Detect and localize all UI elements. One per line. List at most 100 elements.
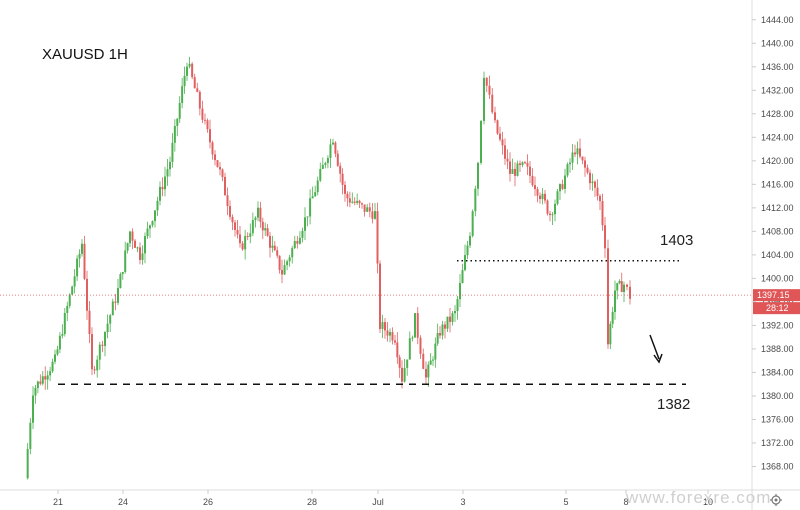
candle-body <box>68 294 71 306</box>
countdown-label: 28:12 <box>766 303 789 313</box>
candle-body <box>616 283 619 291</box>
candle-body <box>178 103 181 119</box>
candle-body <box>569 162 571 165</box>
candle-body <box>26 448 29 479</box>
candle-body <box>156 200 159 211</box>
candle-body <box>139 247 141 260</box>
candle-body <box>366 207 369 212</box>
candle-body <box>574 152 576 155</box>
candle-body <box>214 154 216 161</box>
candle-body <box>326 158 329 164</box>
candle-body <box>491 94 494 113</box>
arrow-down-right-icon[interactable] <box>649 334 663 364</box>
candle-body <box>459 282 461 300</box>
candle-body <box>344 184 346 194</box>
candle-body <box>311 196 314 199</box>
candle-body <box>506 158 509 162</box>
candle-body <box>36 381 39 388</box>
candle-body <box>161 186 164 190</box>
candle-body <box>278 255 281 270</box>
candle-body <box>461 270 464 283</box>
candle-body <box>231 216 234 223</box>
candle-body <box>599 196 601 202</box>
time-tick-label: 8 <box>623 497 628 507</box>
candle-body <box>419 337 422 354</box>
candle-body <box>471 211 474 236</box>
candle-body <box>336 153 339 166</box>
candle-body <box>363 204 366 212</box>
candle-body <box>446 316 449 329</box>
chart-title: XAUUSD 1H <box>42 46 128 63</box>
candle-body <box>346 193 349 199</box>
price-axis[interactable]: 1368.00 1372.00 1376.00 1380.00 1384.00 1388.… <box>752 15 794 472</box>
candle-body <box>196 88 199 92</box>
candle-body <box>584 160 586 168</box>
candle-body <box>549 213 551 216</box>
candle-body <box>524 162 526 164</box>
candle-body <box>581 156 584 161</box>
candle-body <box>454 311 456 314</box>
candle-body <box>273 245 276 251</box>
candle-body <box>251 220 254 234</box>
candle-body <box>286 261 289 266</box>
candle-body <box>604 225 606 249</box>
candle-body <box>474 188 477 212</box>
candle-body <box>44 376 47 380</box>
candle-body <box>98 344 101 360</box>
gear-icon[interactable] <box>770 494 782 506</box>
candle-body <box>464 255 466 271</box>
candle-body <box>206 120 209 130</box>
candle-body <box>609 323 612 345</box>
candle-body <box>351 201 354 203</box>
candle-body <box>73 276 76 287</box>
candle-body <box>436 333 439 344</box>
candle-body <box>221 169 224 177</box>
candle-body <box>246 236 249 238</box>
candle-body <box>591 181 594 184</box>
candle-body <box>469 235 471 246</box>
candle-body <box>209 129 211 143</box>
time-axis[interactable]: 21 24 26 28 Jul 3 5 8 10 <box>53 490 713 507</box>
candle-body <box>356 200 359 203</box>
candle-body <box>511 168 514 174</box>
candle-body <box>623 284 625 293</box>
candle-body <box>29 422 32 449</box>
time-tick-label: 24 <box>118 497 128 507</box>
candle-body <box>534 185 536 190</box>
candle-body <box>441 324 444 336</box>
price-tick-label: 1408.00 <box>761 226 794 236</box>
candle-body <box>126 243 129 251</box>
candle-body <box>618 281 621 284</box>
time-tick-label: 21 <box>53 497 63 507</box>
candle-body <box>414 313 416 338</box>
candle-body <box>429 360 432 365</box>
candle-body <box>176 118 179 126</box>
candle-body <box>241 243 244 250</box>
price-tick-label: 1416.00 <box>761 179 794 189</box>
candle-body <box>234 222 236 230</box>
candle-body <box>81 243 83 254</box>
candle-body <box>319 168 322 181</box>
candle-body <box>341 173 344 185</box>
support-level-label: 1382 <box>657 396 690 413</box>
candle-body <box>541 193 544 200</box>
candle-body <box>91 334 93 370</box>
candles-layer <box>26 56 631 480</box>
candle-body <box>434 343 437 360</box>
candle-body <box>334 142 337 154</box>
candle-body <box>173 125 176 143</box>
candle-body <box>193 77 196 89</box>
candle-body <box>371 211 374 219</box>
candle-body <box>109 315 112 324</box>
candle-body <box>169 161 171 170</box>
price-tick-label: 1432.00 <box>761 85 794 95</box>
candle-body <box>629 286 631 299</box>
candle-body <box>381 322 384 329</box>
candle-body <box>309 198 312 217</box>
price-tick-label: 1392.00 <box>761 320 794 330</box>
time-tick-label: 28 <box>307 497 317 507</box>
candle-body <box>536 189 539 196</box>
candle-body <box>396 342 399 358</box>
candle-body <box>276 250 279 256</box>
